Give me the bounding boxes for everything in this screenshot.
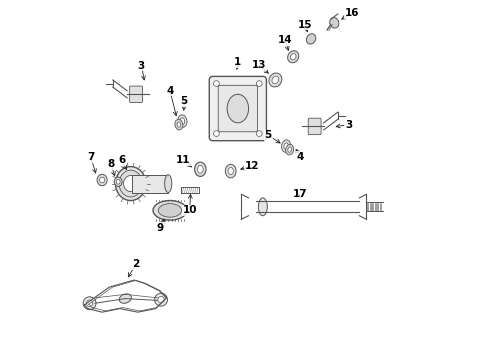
Text: 3: 3	[345, 120, 352, 130]
Ellipse shape	[116, 167, 146, 201]
Ellipse shape	[180, 118, 185, 124]
Text: 2: 2	[132, 259, 140, 269]
Circle shape	[214, 131, 220, 136]
Ellipse shape	[228, 167, 233, 175]
Ellipse shape	[119, 294, 131, 303]
Ellipse shape	[227, 94, 248, 123]
Text: 3: 3	[138, 61, 145, 71]
Ellipse shape	[282, 140, 291, 152]
Text: 16: 16	[345, 8, 360, 18]
Ellipse shape	[306, 34, 316, 44]
Ellipse shape	[284, 143, 288, 149]
Ellipse shape	[119, 170, 142, 197]
Text: 10: 10	[182, 205, 197, 215]
Text: 12: 12	[245, 161, 259, 171]
Circle shape	[83, 297, 96, 310]
Ellipse shape	[175, 119, 183, 130]
FancyBboxPatch shape	[308, 118, 321, 135]
Ellipse shape	[269, 73, 282, 87]
Ellipse shape	[158, 203, 182, 217]
Circle shape	[86, 300, 93, 306]
Ellipse shape	[272, 76, 279, 84]
Ellipse shape	[116, 180, 120, 184]
Text: 7: 7	[87, 152, 95, 162]
Text: 14: 14	[278, 35, 293, 45]
Circle shape	[256, 81, 262, 86]
Text: 6: 6	[118, 156, 125, 165]
Ellipse shape	[288, 51, 299, 63]
Text: 9: 9	[157, 223, 164, 233]
Ellipse shape	[195, 162, 206, 176]
Text: 17: 17	[293, 189, 308, 199]
Ellipse shape	[286, 144, 294, 155]
FancyBboxPatch shape	[218, 85, 258, 132]
Ellipse shape	[97, 174, 107, 186]
Text: 1: 1	[234, 57, 242, 67]
Text: 4: 4	[166, 86, 173, 96]
Circle shape	[158, 296, 164, 303]
Text: 5: 5	[265, 130, 272, 140]
Ellipse shape	[288, 147, 292, 152]
Ellipse shape	[330, 18, 339, 28]
Ellipse shape	[123, 176, 138, 192]
Ellipse shape	[258, 198, 268, 216]
Ellipse shape	[178, 115, 187, 127]
Text: 5: 5	[181, 96, 188, 107]
FancyBboxPatch shape	[209, 76, 267, 141]
Ellipse shape	[114, 177, 122, 186]
Circle shape	[155, 293, 168, 306]
Text: 13: 13	[252, 60, 267, 70]
FancyBboxPatch shape	[130, 86, 143, 103]
Ellipse shape	[153, 201, 187, 220]
Ellipse shape	[291, 54, 296, 60]
Ellipse shape	[197, 165, 203, 173]
Text: 11: 11	[176, 156, 191, 165]
PathPatch shape	[132, 175, 168, 193]
Text: 4: 4	[296, 152, 304, 162]
Text: 15: 15	[298, 19, 312, 30]
Ellipse shape	[165, 175, 172, 193]
Ellipse shape	[99, 177, 104, 183]
Circle shape	[214, 81, 220, 86]
Ellipse shape	[225, 164, 236, 178]
Text: 8: 8	[107, 159, 115, 169]
Circle shape	[256, 131, 262, 136]
Ellipse shape	[177, 122, 181, 127]
